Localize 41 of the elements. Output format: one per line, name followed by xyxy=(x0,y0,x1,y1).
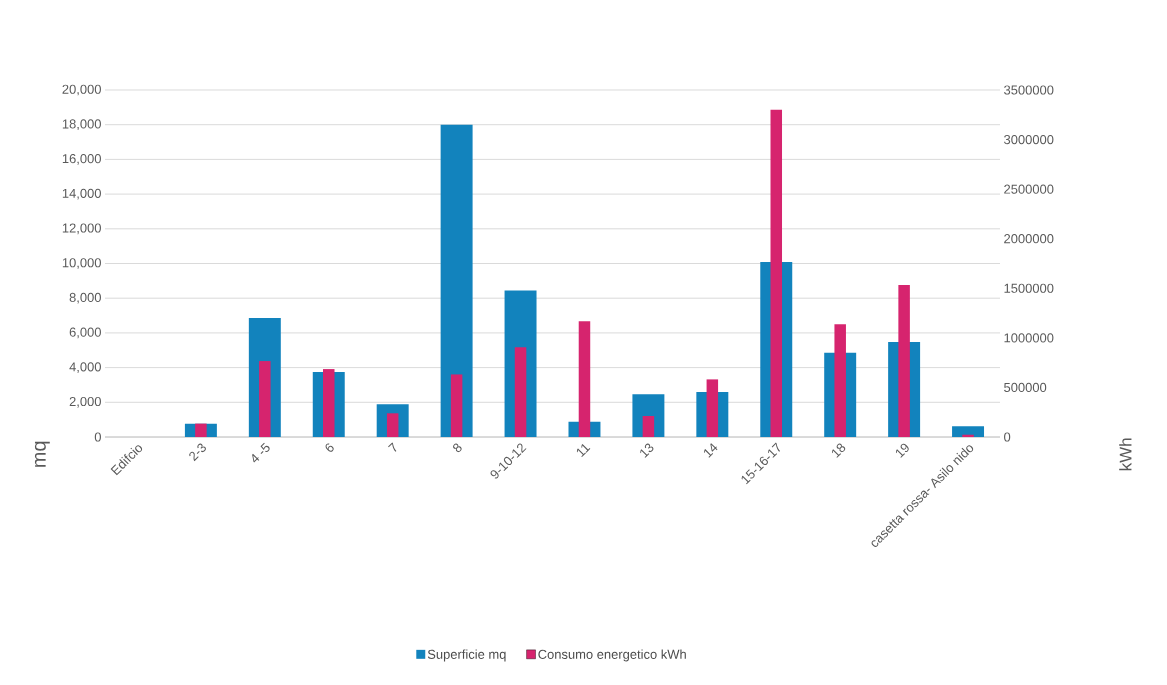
bar xyxy=(642,415,655,437)
y-tick-label: 14,000 xyxy=(62,188,101,200)
bar xyxy=(514,347,527,437)
bar xyxy=(259,361,271,437)
x-tick-label: 2-3 xyxy=(189,443,206,462)
bar xyxy=(952,426,985,437)
x-tick-label: 8 xyxy=(453,443,462,453)
y-tick-label: 0 xyxy=(94,432,101,442)
y2-tick-label: 500000 xyxy=(1004,382,1047,393)
y-tick-label: 16,000 xyxy=(62,154,101,165)
legend-label: Superficie mq xyxy=(427,649,506,662)
y-tick-label: 12,000 xyxy=(62,223,101,235)
x-tick-label: 4 -5 xyxy=(252,442,270,463)
y-tick-label: 18,000 xyxy=(62,119,101,131)
x-tick-label: 13 xyxy=(640,443,654,458)
x-tick-label: 11 xyxy=(576,443,591,458)
x-tick-label: 18 xyxy=(832,443,846,458)
y2-tick-label: 2500000 xyxy=(1004,184,1054,194)
bar xyxy=(450,374,463,437)
y2-tick-label: 0 xyxy=(1004,432,1011,442)
y2-tick-label: 1000000 xyxy=(1004,333,1054,343)
legend-label: Consumo energetico kWh xyxy=(538,649,686,662)
y2-tick-label: 3500000 xyxy=(1004,85,1054,95)
y2-tick-label: 2000000 xyxy=(1004,234,1054,244)
y2-axis-title: kWh xyxy=(1119,438,1132,471)
y-tick-label: 4,000 xyxy=(69,362,101,373)
x-tick-label: 14 xyxy=(704,443,718,458)
x-tick-label: 7 xyxy=(388,442,397,452)
y-tick-label: 10,000 xyxy=(62,258,101,269)
bar xyxy=(962,434,974,437)
y-tick-label: 8,000 xyxy=(69,292,101,304)
y2-tick-label: 1500000 xyxy=(1004,283,1054,293)
y2-tick-label: 3000000 xyxy=(1004,134,1054,145)
y-axis-title: mq xyxy=(34,441,50,467)
y-tick-label: 2,000 xyxy=(69,396,101,408)
x-tick-label: 6 xyxy=(325,443,334,452)
y-tick-label: 6,000 xyxy=(69,327,101,339)
x-tick-label: 19 xyxy=(895,443,909,458)
bar xyxy=(386,413,399,437)
bar xyxy=(440,124,473,437)
y-tick-label: 20,000 xyxy=(62,84,101,96)
